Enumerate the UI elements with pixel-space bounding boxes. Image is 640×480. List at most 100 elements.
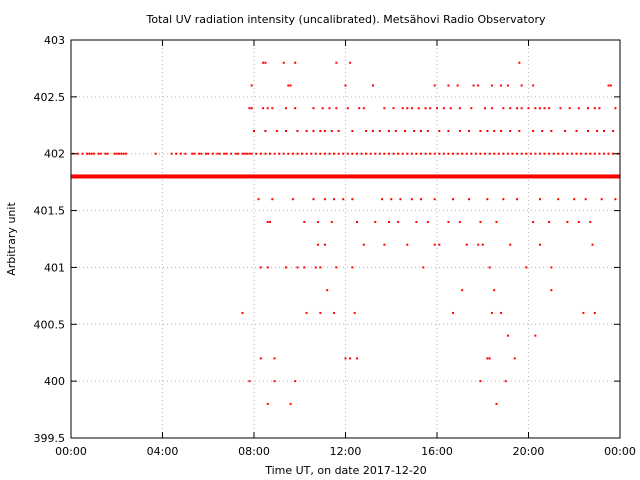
data-point	[600, 198, 603, 201]
data-point	[520, 107, 523, 110]
data-point	[477, 84, 480, 87]
data-point	[527, 107, 530, 110]
data-point	[342, 152, 345, 155]
data-point	[593, 152, 596, 155]
data-point	[538, 243, 541, 246]
data-point	[269, 220, 272, 223]
data-point	[246, 152, 249, 155]
data-point	[115, 152, 118, 155]
data-point	[447, 129, 450, 132]
data-point	[596, 129, 599, 132]
data-point	[479, 380, 482, 383]
data-point	[175, 152, 178, 155]
data-point	[429, 107, 432, 110]
data-point	[262, 107, 265, 110]
data-point	[472, 84, 475, 87]
data-point	[447, 220, 450, 223]
data-point	[490, 107, 493, 110]
data-point	[509, 107, 512, 110]
data-point	[271, 107, 274, 110]
data-point	[337, 129, 340, 132]
data-point	[538, 107, 541, 110]
data-point	[541, 129, 544, 132]
y-tick-label: 402.5	[34, 91, 66, 104]
data-point	[328, 152, 331, 155]
data-point	[490, 84, 493, 87]
data-point	[216, 152, 219, 155]
data-point	[211, 152, 214, 155]
data-point	[319, 129, 322, 132]
data-point	[548, 220, 551, 223]
data-point	[486, 357, 489, 360]
data-point	[598, 152, 601, 155]
data-point	[90, 152, 93, 155]
data-point	[346, 152, 349, 155]
data-point	[436, 107, 438, 110]
data-point	[401, 152, 404, 155]
data-point	[323, 152, 326, 155]
y-tick-label: 400	[44, 375, 65, 388]
data-point	[406, 243, 409, 246]
data-point	[401, 107, 404, 110]
data-point	[365, 129, 368, 132]
data-point	[193, 152, 196, 155]
data-point	[346, 107, 349, 110]
data-point	[317, 243, 320, 246]
data-point	[294, 107, 297, 110]
data-point	[511, 152, 514, 155]
data-point	[312, 129, 315, 132]
data-point	[520, 84, 523, 87]
data-point	[479, 220, 482, 223]
data-point	[577, 107, 580, 110]
data-point	[253, 129, 255, 132]
data-point	[561, 152, 564, 155]
data-point	[484, 107, 487, 110]
x-axis-label: Time UT, on date 2017-12-20	[264, 464, 427, 477]
data-point	[371, 129, 374, 132]
data-point	[442, 107, 445, 110]
data-point	[387, 220, 390, 223]
data-point	[419, 152, 422, 155]
data-point	[118, 152, 121, 155]
data-point	[415, 152, 418, 155]
data-point	[564, 129, 567, 132]
data-point	[559, 107, 562, 110]
data-point	[433, 84, 436, 87]
data-point	[289, 402, 292, 405]
data-point	[383, 107, 386, 110]
data-point	[355, 220, 358, 223]
x-tick-label: 00:00	[55, 445, 87, 458]
data-point	[410, 198, 413, 201]
data-point	[566, 152, 569, 155]
data-point	[81, 152, 84, 155]
data-point	[543, 107, 546, 110]
data-point	[301, 152, 304, 155]
data-point	[495, 402, 498, 405]
data-point	[447, 152, 450, 155]
data-point	[264, 61, 267, 64]
data-point	[248, 380, 251, 383]
data-point	[319, 152, 322, 155]
data-point	[397, 220, 400, 223]
data-point	[593, 107, 596, 110]
data-point	[312, 198, 315, 201]
data-point	[312, 107, 315, 110]
data-point	[333, 311, 336, 314]
data-point	[264, 129, 267, 132]
data-point	[285, 107, 288, 110]
data-point	[371, 84, 374, 87]
data-point	[344, 357, 347, 360]
data-point	[330, 129, 333, 132]
data-point	[120, 152, 123, 155]
data-point	[468, 198, 471, 201]
data-point	[323, 243, 326, 246]
data-point	[335, 107, 338, 110]
data-point	[328, 107, 331, 110]
data-point	[465, 152, 468, 155]
data-point	[262, 61, 265, 64]
x-tick-label: 20:00	[513, 445, 545, 458]
data-point	[378, 152, 381, 155]
data-points	[71, 61, 620, 405]
data-point	[365, 152, 368, 155]
data-point	[266, 107, 269, 110]
